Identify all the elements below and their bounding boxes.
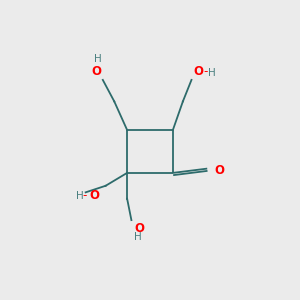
Text: O: O xyxy=(134,221,144,235)
Text: -: - xyxy=(203,65,208,79)
Text: H: H xyxy=(208,68,216,79)
Text: O: O xyxy=(92,65,101,79)
Text: -: - xyxy=(82,189,86,202)
Text: O: O xyxy=(214,164,224,176)
Text: O: O xyxy=(89,189,99,202)
Text: H: H xyxy=(76,191,84,201)
Text: H: H xyxy=(94,54,101,64)
Text: O: O xyxy=(193,65,203,79)
Text: H: H xyxy=(134,232,142,242)
